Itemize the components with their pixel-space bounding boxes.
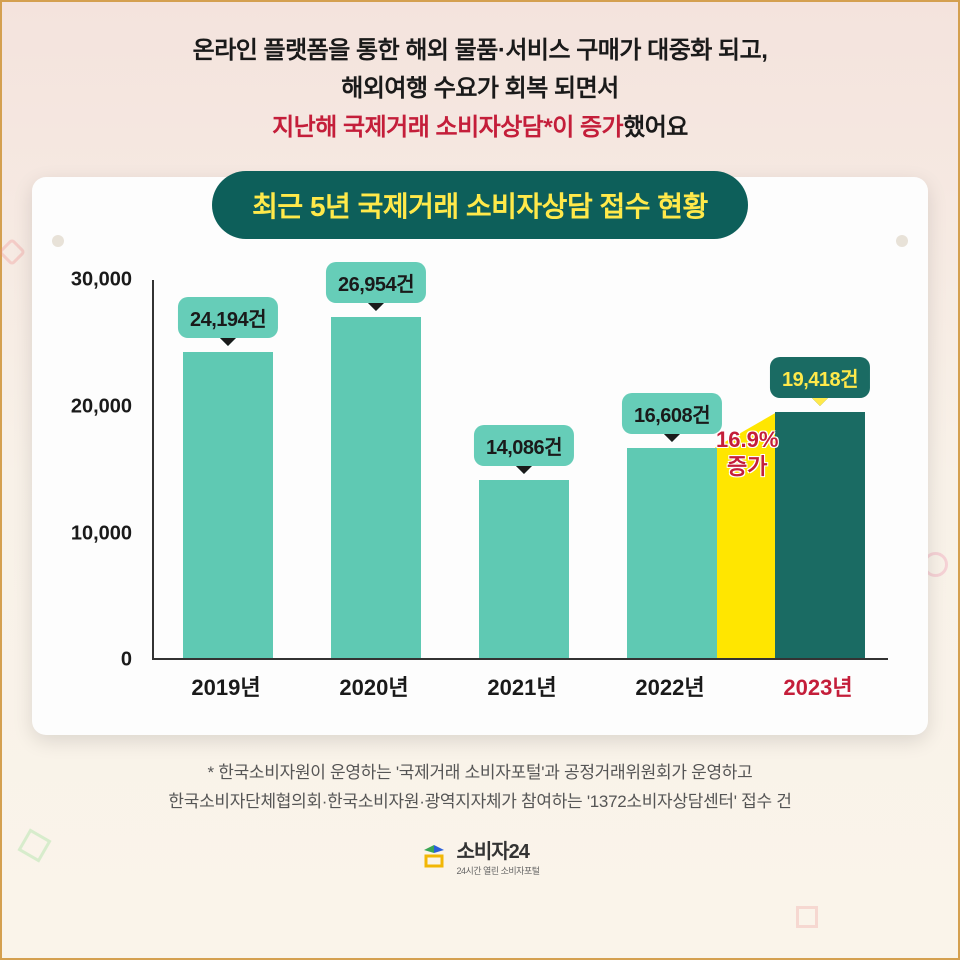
y-tick-label: 20,000	[71, 395, 132, 418]
y-tick-label: 0	[121, 649, 132, 672]
logo-icon	[420, 842, 448, 870]
bar-group: 19,418건	[775, 412, 865, 658]
value-bubble: 14,086건	[474, 425, 574, 466]
footnote: * 한국소비자원이 운영하는 '국제거래 소비자포털'과 공정거래위원회가 운영…	[2, 735, 958, 817]
growth-label: 16.9%증가	[716, 427, 778, 480]
x-label: 2021년	[477, 670, 567, 702]
y-tick-label: 30,000	[71, 269, 132, 292]
logo-sub-text: 24시간 열린 소비자포털	[456, 864, 539, 877]
deco-shape	[796, 906, 818, 928]
value-bubble: 19,418건	[770, 357, 870, 398]
bar-group: 24,194건	[183, 352, 273, 658]
logo-text-block: 소비자24 24시간 열린 소비자포털	[456, 835, 539, 877]
plot-region: 24,194건26,954건14,086건16,608건19,418건16.9%…	[152, 280, 888, 660]
header-line-3: 지난해 국제거래 소비자상담*이 증가했어요	[42, 109, 918, 147]
value-bubble: 16,608건	[622, 393, 722, 434]
bar-group: 14,086건	[479, 480, 569, 658]
bar	[627, 448, 717, 658]
bar	[479, 480, 569, 658]
chart-title-wrap: 최근 5년 국제거래 소비자상담 접수 현황	[62, 177, 898, 245]
y-tick-label: 10,000	[71, 522, 132, 545]
bar	[775, 412, 865, 658]
bar-group: 26,954건	[331, 317, 421, 658]
footer-logo: 소비자24 24시간 열린 소비자포털	[2, 817, 958, 877]
header-suffix: 했어요	[623, 114, 688, 141]
logo-main-text: 소비자24	[456, 835, 539, 864]
bar	[331, 317, 421, 658]
x-label: 2022년	[625, 670, 715, 702]
panel-decor-dot	[896, 235, 908, 247]
header-line-1: 온라인 플랫폼을 통한 해외 물품·서비스 구매가 대중화 되고,	[42, 32, 918, 70]
infographic-card: 온라인 플랫폼을 통한 해외 물품·서비스 구매가 대중화 되고, 해외여행 수…	[0, 0, 960, 960]
chart-area: 010,00020,00030,000 24,194건26,954건14,086…	[62, 280, 898, 710]
x-axis-labels: 2019년 2020년 2021년 2022년 2023년	[152, 670, 888, 710]
bar-group: 16,608건	[627, 448, 717, 658]
header-line-2: 해외여행 수요가 회복 되면서	[42, 70, 918, 108]
deco-shape	[0, 238, 26, 266]
value-bubble: 26,954건	[326, 262, 426, 303]
y-axis: 010,00020,00030,000	[62, 280, 142, 660]
x-label: 2019년	[181, 670, 271, 702]
header-emphasis: 지난해 국제거래 소비자상담*이 증가	[272, 114, 623, 141]
chart-title: 최근 5년 국제거래 소비자상담 접수 현황	[212, 171, 748, 239]
footnote-line-1: * 한국소비자원이 운영하는 '국제거래 소비자포털'과 공정거래위원회가 운영…	[42, 759, 918, 788]
header-block: 온라인 플랫폼을 통한 해외 물품·서비스 구매가 대중화 되고, 해외여행 수…	[2, 2, 958, 167]
x-label: 2023년	[773, 670, 863, 702]
footnote-line-2: 한국소비자단체협의회·한국소비자원·광역지자체가 참여하는 '1372소비자상담…	[42, 788, 918, 817]
panel-decor-dot	[52, 235, 64, 247]
bar	[183, 352, 273, 658]
value-bubble: 24,194건	[178, 297, 278, 338]
x-label: 2020년	[329, 670, 419, 702]
chart-panel: 최근 5년 국제거래 소비자상담 접수 현황 0 10,000 20,000 30,0…	[32, 177, 928, 735]
